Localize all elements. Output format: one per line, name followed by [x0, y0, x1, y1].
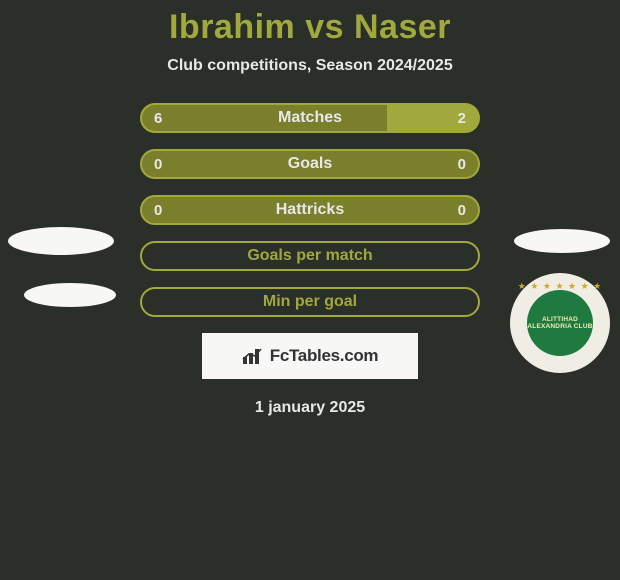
- stat-row: 00Hattricks: [140, 195, 480, 225]
- stat-label: Goals per match: [142, 243, 478, 269]
- badge-inner: ALITTIHAD ALEXANDRIA CLUB: [527, 290, 593, 356]
- club-badge: ★ ★ ★ ★ ★ ★ ★ ALITTIHAD ALEXANDRIA CLUB: [510, 273, 610, 373]
- stat-row: 00Goals: [140, 149, 480, 179]
- avatar-right-top: [514, 229, 610, 253]
- stat-row: Goals per match: [140, 241, 480, 271]
- stat-bars: 62Matches 00Goals 00Hattricks Goals per mat…: [140, 103, 480, 317]
- stat-label: Goals: [142, 151, 478, 177]
- stat-label: Matches: [142, 105, 478, 131]
- page-title: Ibrahim vs Naser: [0, 0, 620, 47]
- brand-chart-icon: [242, 347, 264, 365]
- stat-label: Hattricks: [142, 197, 478, 223]
- date-label: 1 january 2025: [0, 399, 620, 417]
- badge-text-bottom: ALEXANDRIA CLUB: [527, 323, 592, 330]
- content-area: ★ ★ ★ ★ ★ ★ ★ ALITTIHAD ALEXANDRIA CLUB …: [0, 103, 620, 417]
- stat-row: 62Matches: [140, 103, 480, 133]
- brand-banner[interactable]: FcTables.com: [202, 333, 418, 379]
- avatar-left-top: [8, 227, 114, 255]
- avatar-left-bottom: [24, 283, 116, 307]
- brand-text: FcTables.com: [270, 346, 379, 366]
- page-subtitle: Club competitions, Season 2024/2025: [0, 57, 620, 75]
- badge-stars-icon: ★ ★ ★ ★ ★ ★ ★: [510, 281, 610, 292]
- badge-text-top: ALITTIHAD: [542, 316, 578, 323]
- stat-row: Min per goal: [140, 287, 480, 317]
- stat-label: Min per goal: [142, 289, 478, 315]
